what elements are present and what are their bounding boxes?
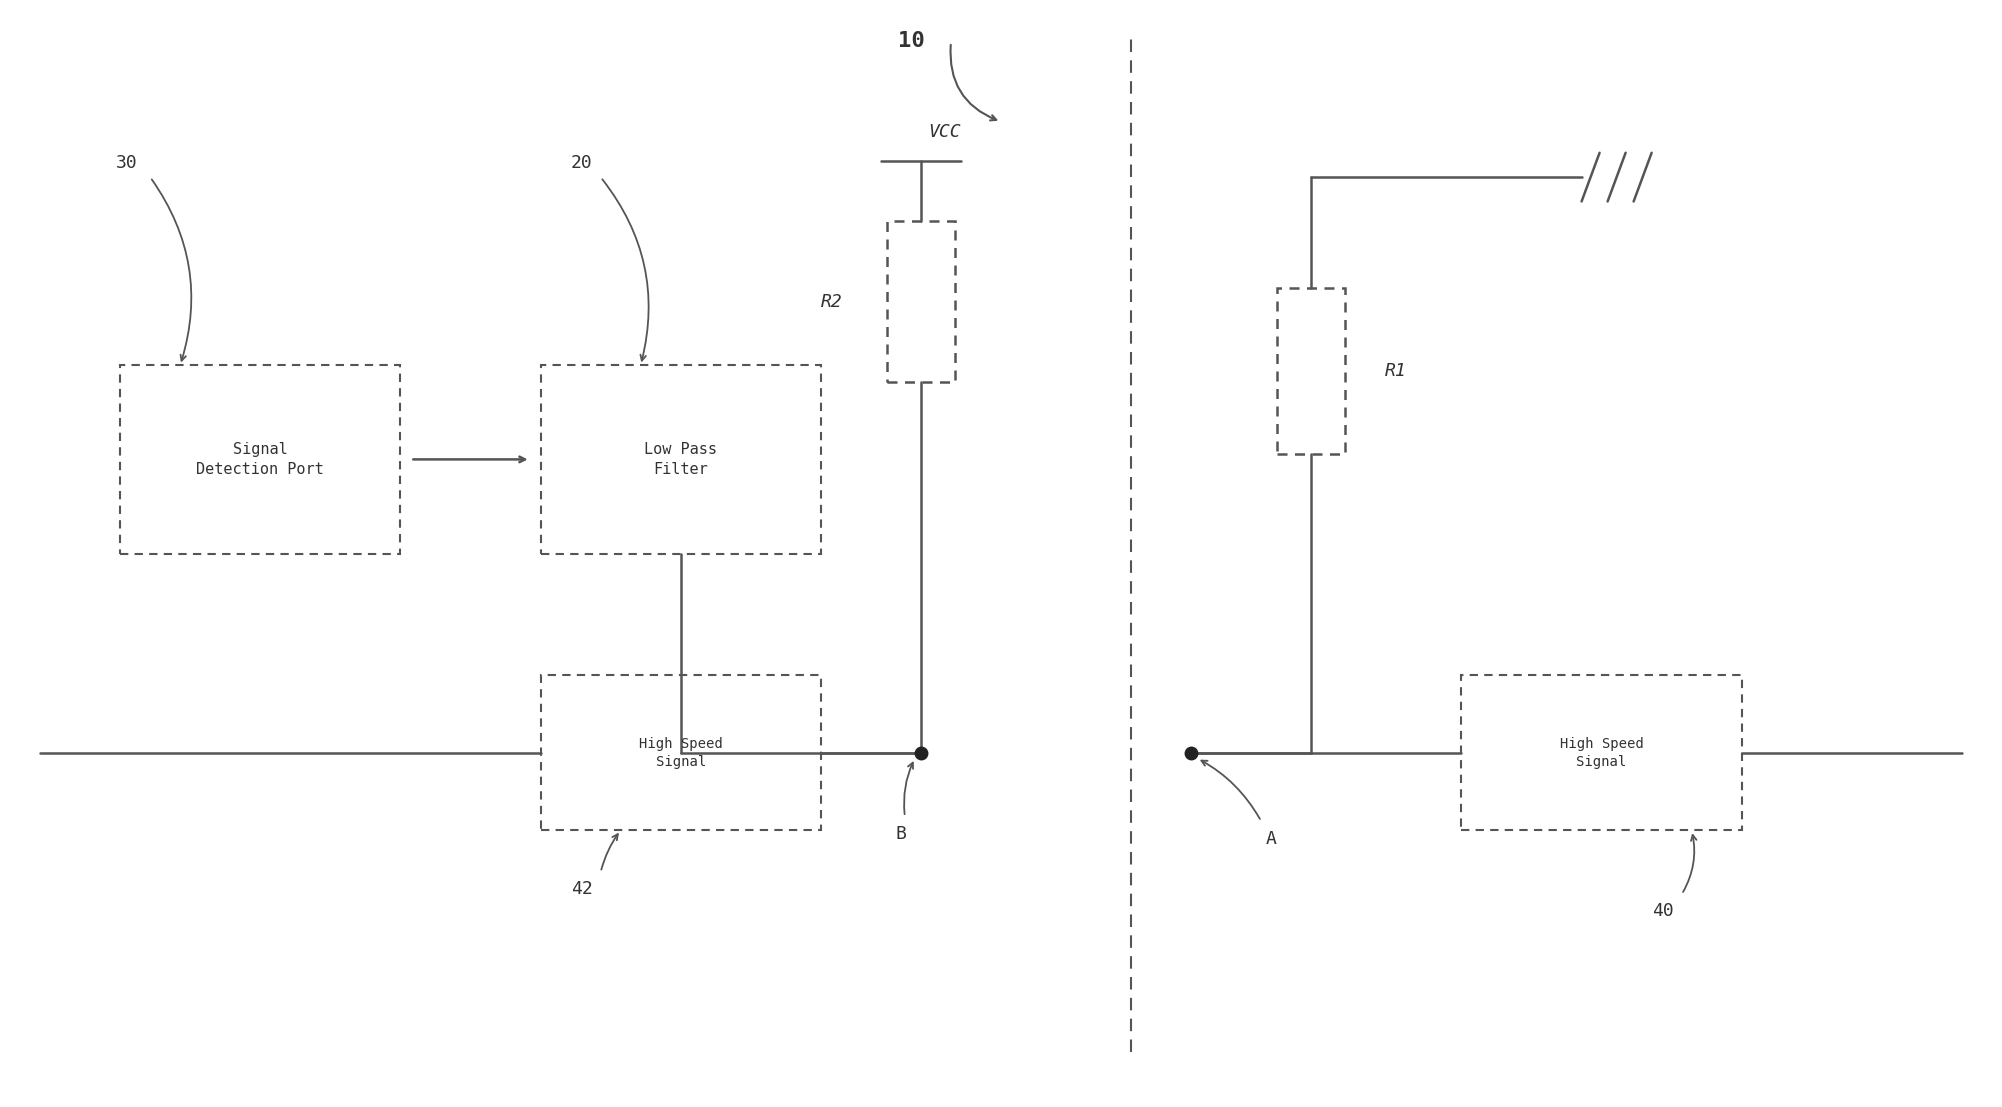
Text: VCC: VCC — [929, 123, 961, 141]
FancyBboxPatch shape — [120, 365, 400, 554]
Text: 10: 10 — [897, 31, 925, 51]
Text: R2: R2 — [821, 292, 843, 311]
Text: 20: 20 — [571, 154, 593, 172]
Text: 30: 30 — [116, 154, 138, 172]
Text: Signal
Detection Port: Signal Detection Port — [196, 442, 324, 477]
FancyBboxPatch shape — [541, 675, 821, 830]
FancyBboxPatch shape — [887, 221, 955, 382]
FancyBboxPatch shape — [1277, 288, 1345, 454]
Text: High Speed
Signal: High Speed Signal — [1560, 736, 1644, 769]
Text: Low Pass
Filter: Low Pass Filter — [645, 442, 717, 477]
FancyBboxPatch shape — [541, 365, 821, 554]
Text: R1: R1 — [1385, 362, 1407, 380]
Text: A: A — [1265, 830, 1277, 848]
FancyBboxPatch shape — [1461, 675, 1742, 830]
Text: 42: 42 — [571, 880, 593, 898]
Text: High Speed
Signal: High Speed Signal — [639, 736, 723, 769]
Text: B: B — [895, 825, 907, 842]
Text: 40: 40 — [1652, 902, 1674, 920]
